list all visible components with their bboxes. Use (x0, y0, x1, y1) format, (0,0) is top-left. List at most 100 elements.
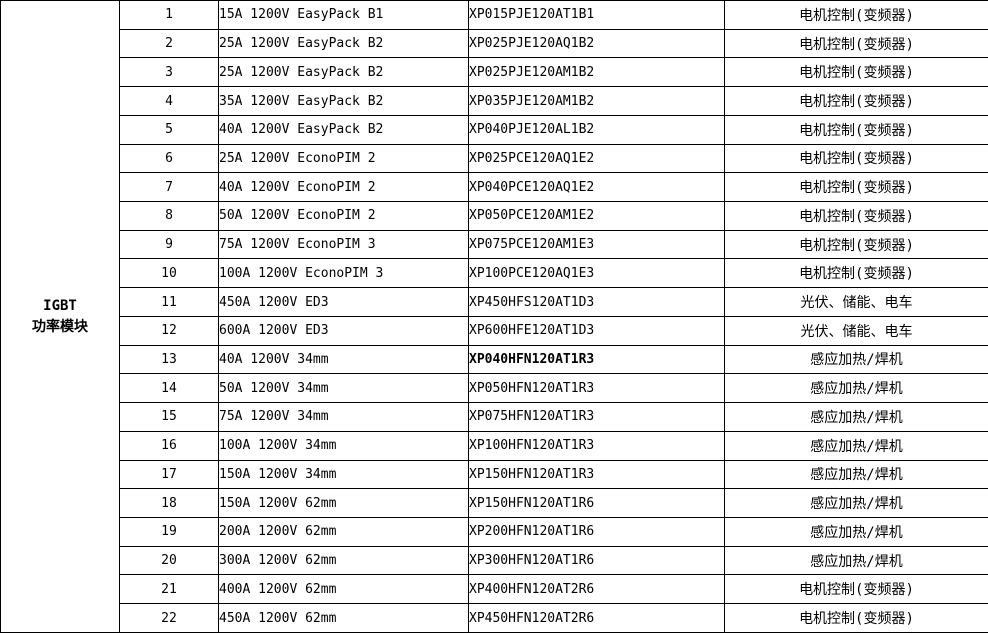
spec-cell: 75A 1200V EconoPIM 3 (218, 229, 469, 260)
row-number-cell: 11 (119, 287, 219, 317)
spec-cell: 600A 1200V ED3 (218, 315, 469, 346)
row-number-cell: 1 (119, 0, 219, 30)
application-cell: 电机控制(变频器) (724, 114, 988, 145)
category-line2: 功率模块 (32, 318, 88, 335)
table-row: 13 40A 1200V 34mm XP040HFN120AT1R3 感应加热/焊机 (1, 344, 988, 375)
spec-cell: 75A 1200V 34mm (218, 402, 469, 432)
row-number-cell: 12 (119, 315, 219, 346)
part-number-cell: XP300HFN120AT1R6 (468, 545, 725, 576)
application-cell: 光伏、储能、电车 (724, 315, 988, 346)
table-row: 21 400A 1200V 62mm XP400HFN120AT2R6 电机控制(变频… (1, 574, 988, 605)
spec-cell: 450A 1200V 62mm (218, 603, 469, 633)
table-row: 2 25A 1200V EasyPack B2 XP025PJE120AQ1B2 电机… (1, 28, 988, 59)
part-number-cell: XP040HFN120AT1R3 (468, 344, 725, 375)
row-number-cell: 19 (119, 516, 219, 547)
category-cell: IGBT 功率模块 (0, 0, 120, 633)
table-row: 10 100A 1200V EconoPIM 3 XP100PCE120AQ1E3 电… (1, 258, 988, 289)
part-number-cell: XP015PJE120AT1B1 (468, 0, 725, 30)
row-number-cell: 14 (119, 373, 219, 404)
application-cell: 感应加热/焊机 (724, 344, 988, 375)
application-cell: 电机控制(变频器) (724, 574, 988, 605)
spec-cell: 35A 1200V EasyPack B2 (218, 86, 469, 116)
part-number-cell: XP025PCE120AQ1E2 (468, 143, 725, 174)
spec-cell: 40A 1200V EconoPIM 2 (218, 172, 469, 203)
row-number-cell: 21 (119, 574, 219, 605)
application-cell: 感应加热/焊机 (724, 459, 988, 490)
table-row: 14 50A 1200V 34mm XP050HFN120AT1R3 感应加热/焊机 (1, 373, 988, 404)
application-cell: 感应加热/焊机 (724, 430, 988, 461)
application-cell: 电机控制(变频器) (724, 229, 988, 260)
table-row: 22 450A 1200V 62mm XP450HFN120AT2R6 电机控制(变频… (1, 603, 988, 633)
row-number-cell: 15 (119, 402, 219, 432)
application-cell: 感应加热/焊机 (724, 545, 988, 576)
spec-cell: 40A 1200V EasyPack B2 (218, 114, 469, 145)
spec-cell: 100A 1200V 34mm (218, 430, 469, 461)
application-cell: 电机控制(变频器) (724, 172, 988, 203)
row-number-cell: 22 (119, 603, 219, 633)
application-cell: 电机控制(变频器) (724, 258, 988, 289)
part-number-cell: XP100PCE120AQ1E3 (468, 258, 725, 289)
row-number-cell: 5 (119, 114, 219, 145)
spec-cell: 25A 1200V EasyPack B2 (218, 28, 469, 59)
application-cell: 电机控制(变频器) (724, 57, 988, 88)
row-number-cell: 16 (119, 430, 219, 461)
table-row: 7 40A 1200V EconoPIM 2 XP040PCE120AQ1E2 电机控… (1, 172, 988, 203)
spec-cell: 100A 1200V EconoPIM 3 (218, 258, 469, 289)
spec-cell: 300A 1200V 62mm (218, 545, 469, 576)
part-number-cell: XP075PCE120AM1E3 (468, 229, 725, 260)
application-cell: 感应加热/焊机 (724, 402, 988, 432)
row-number-cell: 2 (119, 28, 219, 59)
row-number-cell: 8 (119, 201, 219, 231)
table-row: 5 40A 1200V EasyPack B2 XP040PJE120AL1B2 电机… (1, 114, 988, 145)
row-number-cell: 9 (119, 229, 219, 260)
part-number-cell: XP450HFN120AT2R6 (468, 603, 725, 633)
application-cell: 电机控制(变频器) (724, 143, 988, 174)
table-row: 6 25A 1200V EconoPIM 2 XP025PCE120AQ1E2 电机控… (1, 143, 988, 174)
table-row: 8 50A 1200V EconoPIM 2 XP050PCE120AM1E2 电机控… (1, 201, 988, 231)
table-row: 20 300A 1200V 62mm XP300HFN120AT1R6 感应加热/焊机 (1, 545, 988, 576)
spec-cell: 450A 1200V ED3 (218, 287, 469, 317)
part-number-cell: XP035PJE120AM1B2 (468, 86, 725, 116)
application-cell: 电机控制(变频器) (724, 86, 988, 116)
application-cell: 电机控制(变频器) (724, 603, 988, 633)
table-row: 11 450A 1200V ED3 XP450HFS120AT1D3 光伏、储能、电车 (1, 287, 988, 317)
table-row: 3 25A 1200V EasyPack B2 XP025PJE120AM1B2 电机… (1, 57, 988, 88)
spec-cell: 50A 1200V 34mm (218, 373, 469, 404)
part-number-cell: XP100HFN120AT1R3 (468, 430, 725, 461)
application-cell: 电机控制(变频器) (724, 201, 988, 231)
part-number-cell: XP040PCE120AQ1E2 (468, 172, 725, 203)
part-number-cell: XP040PJE120AL1B2 (468, 114, 725, 145)
part-number-cell: XP200HFN120AT1R6 (468, 516, 725, 547)
spec-cell: 400A 1200V 62mm (218, 574, 469, 605)
table-row: 17 150A 1200V 34mm XP150HFN120AT1R3 感应加热/焊机 (1, 459, 988, 490)
spec-cell: 50A 1200V EconoPIM 2 (218, 201, 469, 231)
row-number-cell: 3 (119, 57, 219, 88)
spec-cell: 150A 1200V 62mm (218, 488, 469, 518)
spec-cell: 25A 1200V EasyPack B2 (218, 57, 469, 88)
row-number-cell: 4 (119, 86, 219, 116)
part-number-cell: XP050PCE120AM1E2 (468, 201, 725, 231)
spec-cell: 40A 1200V 34mm (218, 344, 469, 375)
table-row: 12 600A 1200V ED3 XP600HFE120AT1D3 光伏、储能、电车 (1, 315, 988, 346)
table-row: 9 75A 1200V EconoPIM 3 XP075PCE120AM1E3 电机控… (1, 229, 988, 260)
row-number-cell: 7 (119, 172, 219, 203)
application-cell: 电机控制(变频器) (724, 28, 988, 59)
table-row: 18 150A 1200V 62mm XP150HFN120AT1R6 感应加热/焊机 (1, 488, 988, 518)
part-number-cell: XP450HFS120AT1D3 (468, 287, 725, 317)
table-row: 19 200A 1200V 62mm XP200HFN120AT1R6 感应加热/焊机 (1, 516, 988, 547)
spec-cell: 200A 1200V 62mm (218, 516, 469, 547)
application-cell: 感应加热/焊机 (724, 488, 988, 518)
row-number-cell: 13 (119, 344, 219, 375)
part-number-cell: XP025PJE120AM1B2 (468, 57, 725, 88)
spec-cell: 150A 1200V 34mm (218, 459, 469, 490)
part-number-cell: XP025PJE120AQ1B2 (468, 28, 725, 59)
part-number-cell: XP075HFN120AT1R3 (468, 402, 725, 432)
table-row: 16 100A 1200V 34mm XP100HFN120AT1R3 感应加热/焊机 (1, 430, 988, 461)
application-cell: 感应加热/焊机 (724, 373, 988, 404)
part-number-cell: XP600HFE120AT1D3 (468, 315, 725, 346)
spec-cell: 25A 1200V EconoPIM 2 (218, 143, 469, 174)
spec-cell: 15A 1200V EasyPack B1 (218, 0, 469, 30)
row-number-cell: 10 (119, 258, 219, 289)
